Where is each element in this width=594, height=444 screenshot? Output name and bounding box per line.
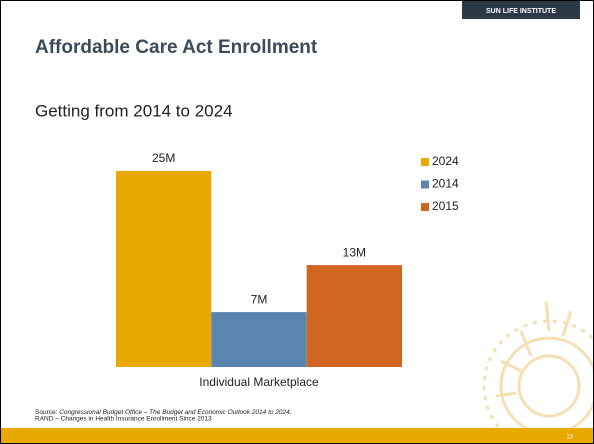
slide: SUN LIFE INSTITUTE Affordable Care Act E… bbox=[0, 0, 594, 444]
legend-swatch bbox=[421, 203, 429, 211]
value-label: 13M bbox=[343, 245, 366, 259]
bar bbox=[116, 171, 211, 367]
footer-bar bbox=[1, 428, 593, 443]
legend-swatch bbox=[421, 158, 429, 166]
legend-label: 2015 bbox=[432, 199, 459, 213]
logo: SUN LIFE INSTITUTE bbox=[486, 8, 556, 15]
chart: SUN LIFE INSTITUTE Affordable Care Act E… bbox=[1, 1, 593, 443]
x-tick-label: Individual Marketplace bbox=[199, 375, 319, 389]
page-number: 13 bbox=[566, 435, 573, 441]
legend-label: 2014 bbox=[432, 177, 459, 191]
subtitle: Getting from 2014 to 2024 bbox=[35, 101, 233, 120]
source: Source: Congressional Budget Office – Th… bbox=[35, 409, 292, 416]
value-label: 7M bbox=[251, 292, 268, 306]
bar bbox=[211, 312, 306, 367]
legend-swatch bbox=[421, 181, 429, 189]
sun-decoration bbox=[484, 301, 593, 443]
source-prefix: Source: bbox=[35, 409, 59, 416]
bar bbox=[307, 265, 402, 367]
source-line: RAND – Changes in Health Insurance Enrol… bbox=[35, 416, 212, 423]
source-citation: Congressional Budget Office – The Budget… bbox=[59, 409, 292, 416]
value-label: 25M bbox=[152, 151, 175, 165]
legend-label: 2024 bbox=[432, 154, 459, 168]
title: Affordable Care Act Enrollment bbox=[35, 37, 318, 58]
